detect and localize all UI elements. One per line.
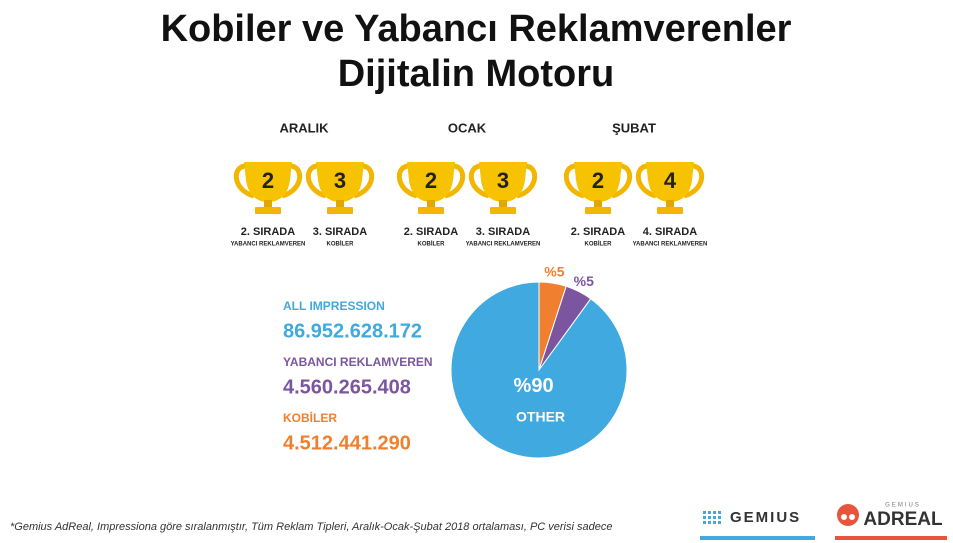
trophy-who: KOBİLER [585,241,613,248]
trophy-cup [316,162,364,202]
trophy-handles [234,163,302,199]
trophy-stem [264,200,272,208]
gemius-text: GEMIUS [730,509,801,526]
trophy-who: YABANCI REKLAMVEREN [231,242,306,248]
trophy: 4 [636,162,704,214]
trophy-who: KOBİLER [418,241,446,248]
pie-slice [450,281,628,459]
trophy-number: 3 [334,168,346,193]
month-label: ARALIK [279,120,329,135]
adreal-top: GEMIUS [885,503,921,509]
adreal-logo: GEMIUS ADREAL [835,503,947,540]
trophy-cup [407,162,455,202]
month-label: OCAK [448,120,487,135]
trophy-handles [564,163,632,199]
trophy-stem [666,200,674,208]
footnote: *Gemius AdReal, Impressiona göre sıralan… [10,521,612,533]
trophy-rank: 2. SIRADA [404,226,458,238]
trophy-rank: 2. SIRADA [241,226,295,238]
trophy-number: 3 [497,168,509,193]
stat-label: YABANCI REKLAMVEREN [283,355,433,369]
trophy-handles [469,163,537,199]
slice-label: %5 [574,273,594,289]
trophy-rank: 3. SIRADA [313,226,367,238]
title-line: Dijitalin Motoru [338,53,615,95]
trophy-handles [306,163,374,199]
trophy-stem [336,200,344,208]
slice-label: %5 [544,263,564,279]
trophy-who: YABANCI REKLAMVEREN [633,242,708,248]
stat-label: ALL IMPRESSION [283,299,385,313]
trophy-number: 2 [425,168,437,193]
trophy-who: YABANCI REKLAMVEREN [466,242,541,248]
trophy-base [327,207,353,214]
trophy: 3 [469,162,537,214]
trophy-number: 2 [592,168,604,193]
month-label: ŞUBAT [612,120,656,135]
stat-value: 86.952.628.172 [283,320,422,342]
stat-value: 4.560.265.408 [283,376,411,398]
trophy-number: 2 [262,168,274,193]
stat-value: 4.512.441.290 [283,432,411,454]
trophy-base [585,207,611,214]
trophy-handles [636,163,704,199]
trophy-base [418,207,444,214]
stat-label: KOBİLER [283,410,337,425]
slice-label: %90 [514,375,554,397]
trophy-stem [499,200,507,208]
trophy-stem [594,200,602,208]
trophy-stem [427,200,435,208]
trophy-cup [479,162,527,202]
trophy-cup [574,162,622,202]
title-line: Kobiler ve Yabancı Reklamverenler [161,8,792,50]
trophy-rank: 4. SIRADA [643,226,697,238]
trophy-number: 4 [664,168,677,193]
trophy-base [255,207,281,214]
adreal-text: ADREAL [863,509,943,530]
gemius-logo: GEMIUS [700,509,815,540]
trophy-cup [244,162,292,202]
trophy-rank: 3. SIRADA [476,226,530,238]
trophy-base [490,207,516,214]
trophy: 3 [306,162,374,214]
trophy: 2 [564,162,632,214]
trophy: 2 [234,162,302,214]
trophy-who: KOBİLER [327,241,355,248]
slice-category: OTHER [516,408,565,424]
trophy-cup [646,162,694,202]
trophy-base [657,207,683,214]
trophy: 2 [397,162,465,214]
trophy-handles [397,163,465,199]
trophy-rank: 2. SIRADA [571,226,625,238]
